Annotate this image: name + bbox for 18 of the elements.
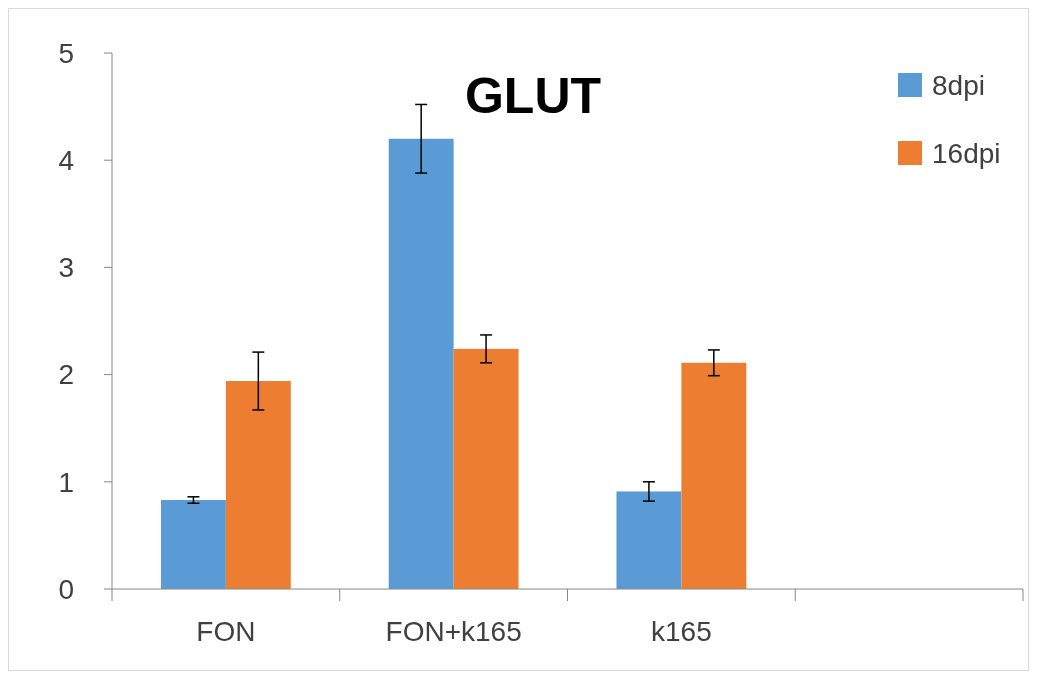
- y-tick-label: 1: [58, 466, 74, 498]
- y-tick-label: 0: [58, 573, 74, 605]
- y-tick-label: 3: [58, 252, 74, 284]
- bar: [616, 491, 682, 589]
- y-tick-label: 2: [58, 359, 74, 391]
- x-tick-label: FON+k165: [385, 616, 522, 647]
- y-tick-label: 4: [58, 145, 74, 176]
- bar: [388, 138, 454, 589]
- bar: [453, 348, 519, 589]
- bar: [681, 362, 747, 589]
- legend-label: 8dpi: [932, 69, 985, 101]
- bar: [160, 500, 226, 589]
- y-tick-label: 5: [58, 37, 74, 69]
- bar: [225, 381, 291, 589]
- x-tick-label: k165: [651, 616, 712, 647]
- chart-title: GLUT: [464, 68, 602, 124]
- x-tick-label: FON: [196, 616, 256, 647]
- legend-label: 16dpi: [932, 137, 1001, 169]
